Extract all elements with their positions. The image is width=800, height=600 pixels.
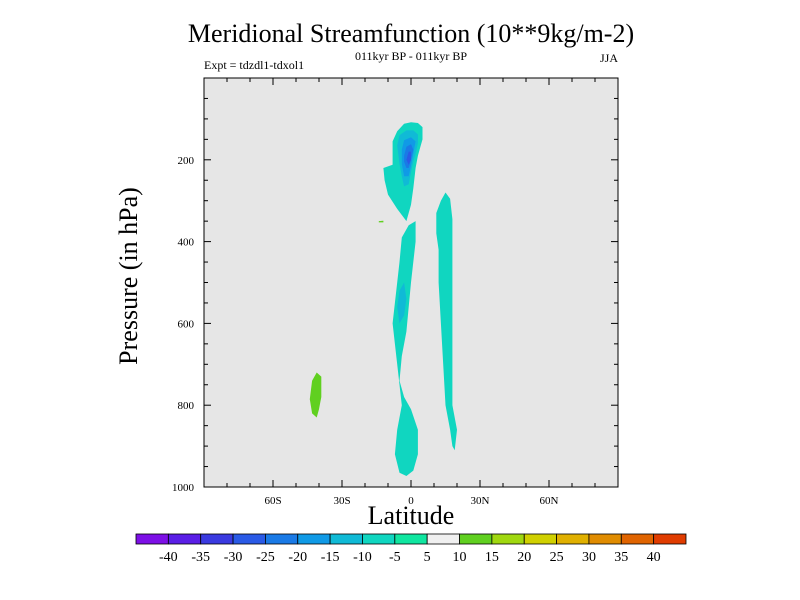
y-tick-label: 800 <box>178 400 195 412</box>
colorbar-swatch <box>135 533 169 545</box>
colorbar-swatch <box>523 533 557 545</box>
colorbar-label: 30 <box>582 550 596 565</box>
colorbar-swatch <box>362 533 396 545</box>
colorbar-swatch <box>394 533 428 545</box>
colorbar-swatch <box>329 533 363 545</box>
x-tick-label: 60S <box>264 495 281 507</box>
colorbar-swatch <box>232 533 266 545</box>
colorbar-label: 15 <box>485 550 499 565</box>
colorbar-swatch <box>167 533 202 545</box>
x-tick-label: 30N <box>471 495 490 507</box>
colorbar-label: 35 <box>614 550 628 565</box>
contour-neg-25-to-30 <box>406 151 411 165</box>
contour-pos-5-to-10-speck <box>378 220 384 223</box>
colorbar-swatch <box>265 533 299 545</box>
contour-regions <box>309 122 457 476</box>
colorbar-label: -20 <box>288 550 307 565</box>
y-axis-label: Pressure (in hPa) <box>114 187 143 365</box>
colorbar-label: -40 <box>159 550 178 565</box>
colorbar-swatch <box>491 533 525 545</box>
colorbar-swatch <box>459 533 493 545</box>
colorbar-label: -35 <box>191 550 210 565</box>
y-tick-label: 600 <box>178 318 195 330</box>
colorbar-swatch <box>653 533 687 545</box>
axis-ticks <box>204 78 618 488</box>
contour-neg-5-to-10-column <box>392 221 418 476</box>
colorbar-label: 10 <box>453 550 467 565</box>
y-tick-label: 1000 <box>172 482 195 494</box>
contour-pos-5-to-10-sh <box>309 372 322 418</box>
colorbar-label: 40 <box>647 550 661 565</box>
colorbar-label: -10 <box>353 550 372 565</box>
y-tick-label: 200 <box>178 155 195 167</box>
colorbar-swatch <box>556 533 590 545</box>
chart-title: Meridional Streamfunction (10**9kg/m-2) <box>188 19 634 48</box>
colorbar-label: -30 <box>224 550 243 565</box>
colorbar-swatch <box>297 533 331 545</box>
colorbar-label: -15 <box>321 550 340 565</box>
chart-subtitle-center: 011kyr BP - 011kyr BP <box>355 49 467 63</box>
contour-neg-5-to-10-nh <box>436 192 457 451</box>
y-tick-label: 400 <box>178 237 195 249</box>
colorbar-swatch <box>588 533 622 545</box>
x-tick-label: 0 <box>408 495 414 507</box>
colorbar: -40 -35 -30 -25 -20 -15 -10 -5 5 10 15 20 25 30 35 40 <box>135 533 687 565</box>
x-tick-label: 30S <box>333 495 350 507</box>
colorbar-swatch <box>200 533 234 545</box>
colorbar-label: -5 <box>389 550 401 565</box>
chart-subtitle-left: Expt = tdzdl1-tdxol1 <box>204 58 304 72</box>
colorbar-label: 20 <box>517 550 531 565</box>
colorbar-label: 5 <box>424 550 431 565</box>
colorbar-label: 25 <box>550 550 564 565</box>
x-axis-label: Latitude <box>368 501 455 530</box>
colorbar-label: -25 <box>256 550 275 565</box>
contour-neg-10-to-15-mid <box>397 282 407 324</box>
colorbar-swatch <box>426 533 460 545</box>
x-tick-label: 60N <box>540 495 559 507</box>
colorbar-swatch <box>620 533 655 545</box>
chart-subtitle-right: JJA <box>600 51 618 65</box>
